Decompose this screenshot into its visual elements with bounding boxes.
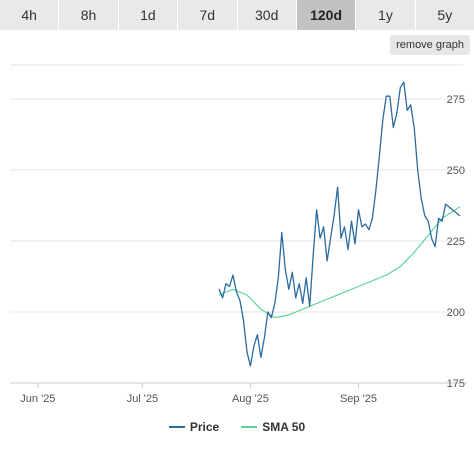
grid-lines xyxy=(10,64,463,313)
tab-30d[interactable]: 30d xyxy=(238,0,297,30)
y-tick-label: 175 xyxy=(447,378,465,390)
y-axis-ticks: 175 200 225 250 275 xyxy=(447,94,465,390)
remove-graph-button[interactable]: remove graph xyxy=(390,35,470,55)
legend-swatch xyxy=(241,426,258,428)
x-axis: Jun '25 Jul '25 Aug '25 Sep '25 xyxy=(10,382,467,405)
price-line xyxy=(218,81,461,367)
legend-label: Price xyxy=(189,420,220,434)
legend-item-sma-50[interactable]: SMA 50 xyxy=(241,420,305,434)
chart-legend: Price SMA 50 xyxy=(0,420,474,434)
tab-5y[interactable]: 5y xyxy=(437,7,453,23)
tab-1y[interactable]: 1y xyxy=(356,0,416,30)
sma-50-line xyxy=(218,206,461,319)
y-tick-label: 200 xyxy=(447,307,465,319)
x-tick-label: Sep '25 xyxy=(340,393,377,405)
x-tick-label: Jul '25 xyxy=(127,393,158,405)
y-tick-label: 250 xyxy=(447,165,465,177)
tab-120d[interactable]: 120d xyxy=(296,0,357,30)
tab-8h[interactable]: 8h xyxy=(59,0,119,30)
timeframe-tabs: 4h 8h 1d 7d 30d 120d 1y 5y xyxy=(0,0,474,30)
legend-swatch xyxy=(168,426,185,428)
x-tick-label: Aug '25 xyxy=(232,393,269,405)
x-tick-label: Jun '25 xyxy=(20,393,55,405)
tab-7d[interactable]: 7d xyxy=(178,0,238,30)
legend-label: SMA 50 xyxy=(262,420,306,434)
y-tick-label: 225 xyxy=(447,236,465,248)
legend-item-price[interactable]: Price xyxy=(168,420,220,434)
series-lines xyxy=(218,81,461,367)
y-tick-label: 275 xyxy=(447,94,465,106)
tab-4h[interactable]: 4h xyxy=(0,0,60,30)
tab-1d[interactable]: 1d xyxy=(119,0,179,30)
